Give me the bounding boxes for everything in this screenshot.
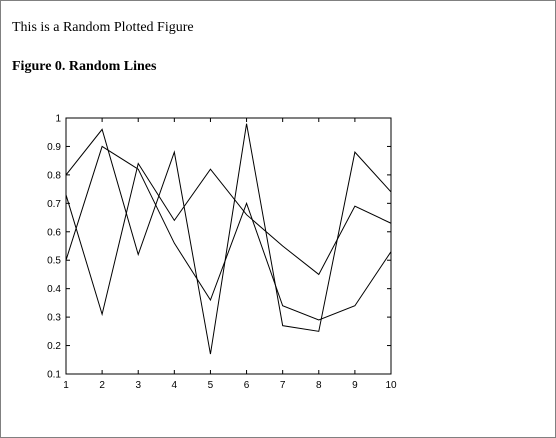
intro-text: This is a Random Plotted Figure [12,20,194,35]
y-tick-label: 0.8 [47,170,61,181]
y-tick-label: 0.9 [47,142,61,153]
y-tick-label: 1 [55,114,61,125]
x-tick-label: 2 [99,380,105,391]
y-tick-label: 0.3 [47,313,61,324]
series-group [65,123,392,355]
x-tick-label: 8 [316,380,322,391]
y-tick-label: 0.4 [47,284,61,295]
y-tick-label: 0.1 [47,370,61,381]
series-line-1 [65,123,392,355]
x-tick-label: 6 [244,380,250,391]
x-tick-label: 5 [208,380,214,391]
plot-area [65,117,392,375]
axis-ticks: 1 2 3 4 5 6 7 8 9 10 0.1 0.2 0.3 0.4 0.5 0.6 0.7 0.8 0.9 1 [47,114,397,392]
series-line-3 [65,145,392,321]
x-tick-label: 9 [352,380,358,391]
figure-title: Figure 0. Random Lines [12,59,157,74]
x-tick-label: 4 [172,380,178,391]
x-tick-label: 1 [63,380,69,391]
x-tick-label: 7 [280,380,286,391]
series-line-2 [65,162,392,317]
y-tick-label: 0.7 [47,199,61,210]
y-tick-label: 0.2 [47,341,61,352]
y-tick-label: 0.6 [47,227,61,238]
x-tick-label: 10 [385,380,397,391]
x-tick-label: 3 [135,380,141,391]
y-tick-label: 0.5 [47,256,61,267]
